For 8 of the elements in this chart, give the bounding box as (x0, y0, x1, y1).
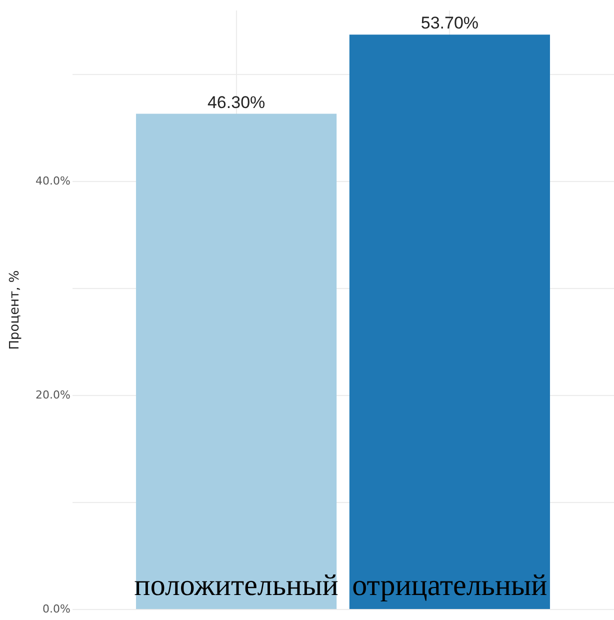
y-tick-label: 20.0% (36, 388, 70, 402)
data-label: 53.70% (420, 14, 479, 33)
x-tick-label: отрицательный (352, 569, 548, 602)
y-tick-label: 0.0% (42, 602, 70, 616)
y-tick-label: 40.0% (36, 174, 70, 188)
y-axis-title: Процент, % (8, 270, 23, 350)
x-tick-label: положительный (134, 569, 338, 602)
data-label: 46.30% (207, 92, 266, 112)
